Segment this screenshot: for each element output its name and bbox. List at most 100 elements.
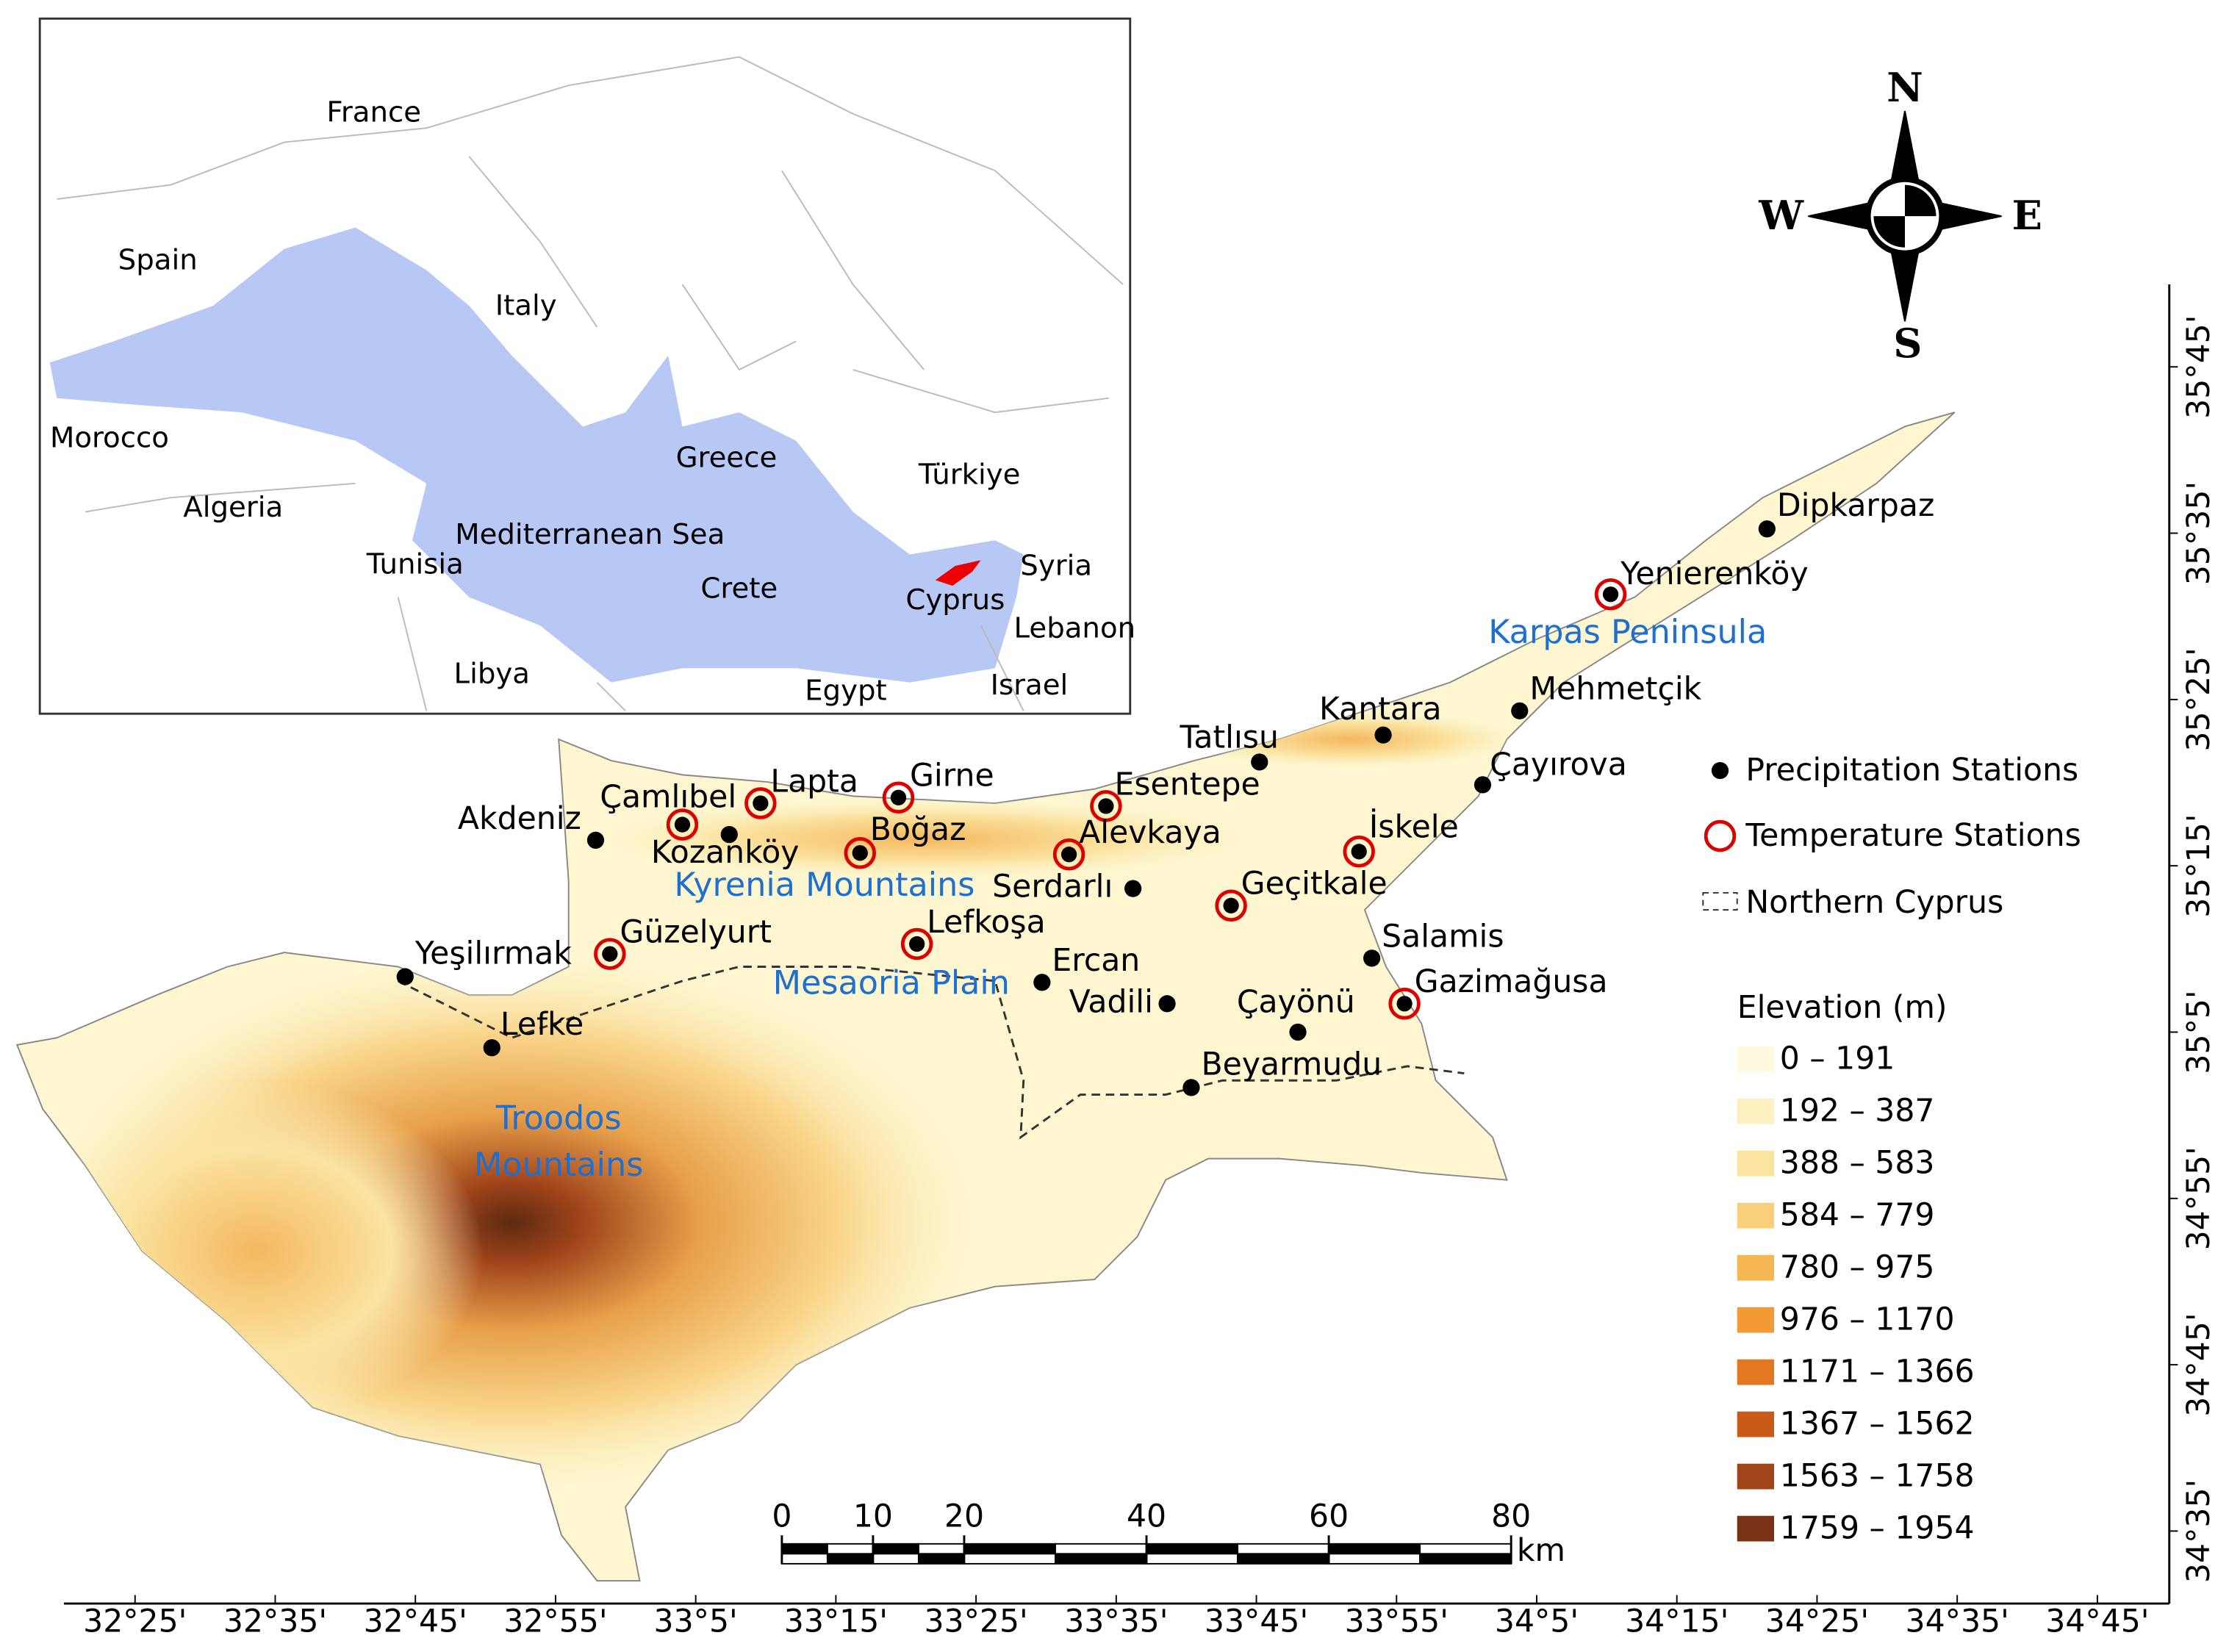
temperature-station-ring — [1090, 790, 1122, 822]
scale-segment — [1419, 1553, 1512, 1565]
precipitation-station-dot — [1511, 702, 1529, 719]
lon-label: 33°25' — [924, 1604, 1027, 1640]
axes: 32°25' 32°35' 32°45' 32°55' 33°5' 33°15' 33°25… — [64, 284, 2217, 1640]
temperature-station-ring — [1052, 838, 1085, 871]
legend-class-label: 1563 – 1758 — [1780, 1459, 1975, 1495]
precipitation-station-dot — [1758, 520, 1776, 538]
precipitation-station-dot — [1363, 949, 1381, 967]
scale-segment — [1237, 1553, 1330, 1565]
region-label: Troodos — [495, 1099, 622, 1137]
scale-tick-label: 20 — [944, 1499, 984, 1535]
precipitation-station-dot — [586, 831, 605, 849]
lon-label: 32°35' — [223, 1604, 327, 1640]
legend-swatch — [1737, 1202, 1775, 1229]
legend-swatch — [1737, 1150, 1775, 1177]
lat-label: 34°55' — [2181, 1146, 2217, 1250]
legend-precipitation-symbol — [1711, 761, 1729, 780]
temperature-station-dot — [1098, 798, 1114, 814]
precipitation-station-dot — [720, 826, 738, 844]
lon-label: 34°15' — [1625, 1604, 1729, 1640]
scale-tick-label: 80 — [1491, 1499, 1531, 1535]
station-label: Kozanköy — [651, 835, 800, 871]
scale-segment — [1328, 1553, 1421, 1565]
station-label: İskele — [1369, 808, 1459, 845]
compass-s: S — [1893, 320, 1922, 367]
station-label: Yenierenköy — [1620, 556, 1809, 592]
temperature-station-ring — [666, 808, 699, 841]
temperature-station-ring — [1215, 889, 1247, 922]
station-label: Salamis — [1382, 919, 1504, 955]
compass-e: E — [2012, 192, 2042, 239]
scale-segment — [963, 1553, 1056, 1565]
scale-segment — [1055, 1543, 1147, 1555]
inset-label: Lebanon — [1014, 612, 1136, 645]
temperature-station-dot — [602, 946, 618, 962]
station-label: Lefkoşa — [927, 905, 1046, 941]
legend-swatch — [1737, 1411, 1775, 1437]
temperature-station-dot — [1602, 586, 1619, 603]
lat-label: 34°35' — [2181, 1479, 2217, 1583]
station-label: Lefke — [500, 1007, 584, 1043]
legend-swatch — [1737, 1515, 1775, 1542]
station-label: Tatlısu — [1179, 720, 1278, 756]
lon-label: 34°45' — [2045, 1604, 2149, 1640]
station-label: Geçitkale — [1241, 866, 1388, 902]
station-label: Güzelyurt — [620, 915, 772, 951]
temperature-station-ring — [594, 938, 626, 970]
lon-label: 33°5' — [654, 1604, 738, 1640]
lat-label: 35°25' — [2181, 647, 2217, 751]
station-label: Çayırova — [1490, 747, 1627, 783]
scale-segment — [1328, 1543, 1421, 1555]
scale-segment — [1237, 1543, 1330, 1555]
lon-label: 34°5' — [1495, 1604, 1579, 1640]
temperature-station-ring — [844, 836, 877, 869]
region-label: Mesaoria Plain — [773, 965, 1010, 1002]
scale-segment — [1146, 1553, 1239, 1565]
precipitation-station-dot — [1374, 726, 1392, 744]
inset-label: Tunisia — [366, 548, 464, 581]
cyprus-highlight — [935, 560, 981, 586]
station-label: Ercan — [1052, 943, 1140, 979]
precipitation-station-dot — [396, 968, 414, 985]
temperature-station-dot — [852, 845, 868, 861]
scale-segment — [872, 1553, 919, 1565]
temperature-station-dot — [908, 935, 925, 952]
northern-cyprus-boundary — [397, 966, 1465, 1140]
relief — [28, 711, 1521, 1493]
legend-label: Northern Cyprus — [1745, 885, 2003, 921]
legend-title: Elevation (m) — [1737, 990, 1948, 1026]
legend-class-label: 1759 – 1954 — [1780, 1511, 1975, 1547]
compass-w: W — [1758, 192, 1804, 239]
precipitation-station-dot — [1251, 753, 1268, 771]
inset-map: France Spain Italy Morocco Algeria Greece Türk… — [38, 17, 1136, 715]
legend-class-label: 1367 – 1562 — [1780, 1407, 1975, 1443]
country-borders — [57, 56, 1124, 712]
temperature-station-ring — [882, 781, 915, 814]
lat-label: 35°35' — [2181, 481, 2217, 585]
lon-label: 32°45' — [364, 1604, 467, 1640]
lon-label: 32°55' — [503, 1604, 607, 1640]
inset-label: Greece — [676, 441, 778, 474]
station-label: Alevkaya — [1079, 815, 1221, 851]
legend-class-label: 584 – 779 — [1780, 1198, 1935, 1234]
station-label: Kantara — [1319, 692, 1442, 728]
temperature-station-ring — [744, 787, 777, 819]
region-label: Kyrenia Mountains — [674, 866, 974, 904]
station-label: Çamlıbel — [600, 780, 736, 816]
inset-label: Morocco — [50, 421, 169, 454]
scale-segment — [963, 1543, 1056, 1555]
station-label: Dipkarpaz — [1777, 488, 1934, 524]
scale-segment — [826, 1553, 874, 1565]
inset-label: Türkiye — [918, 459, 1021, 492]
compass: N S E W — [1758, 64, 2042, 367]
precipitation-station-dot — [1158, 995, 1176, 1013]
scale-segment — [826, 1543, 874, 1555]
precipitation-station-dot — [1474, 776, 1492, 794]
legend-swatch — [1737, 1098, 1775, 1124]
station-label: Mehmetçik — [1529, 672, 1701, 708]
legend: Precipitation Stations Temperature Stati… — [1702, 753, 2081, 1026]
region-label: Mountains — [474, 1146, 643, 1184]
legend-swatch — [1737, 1046, 1775, 1072]
